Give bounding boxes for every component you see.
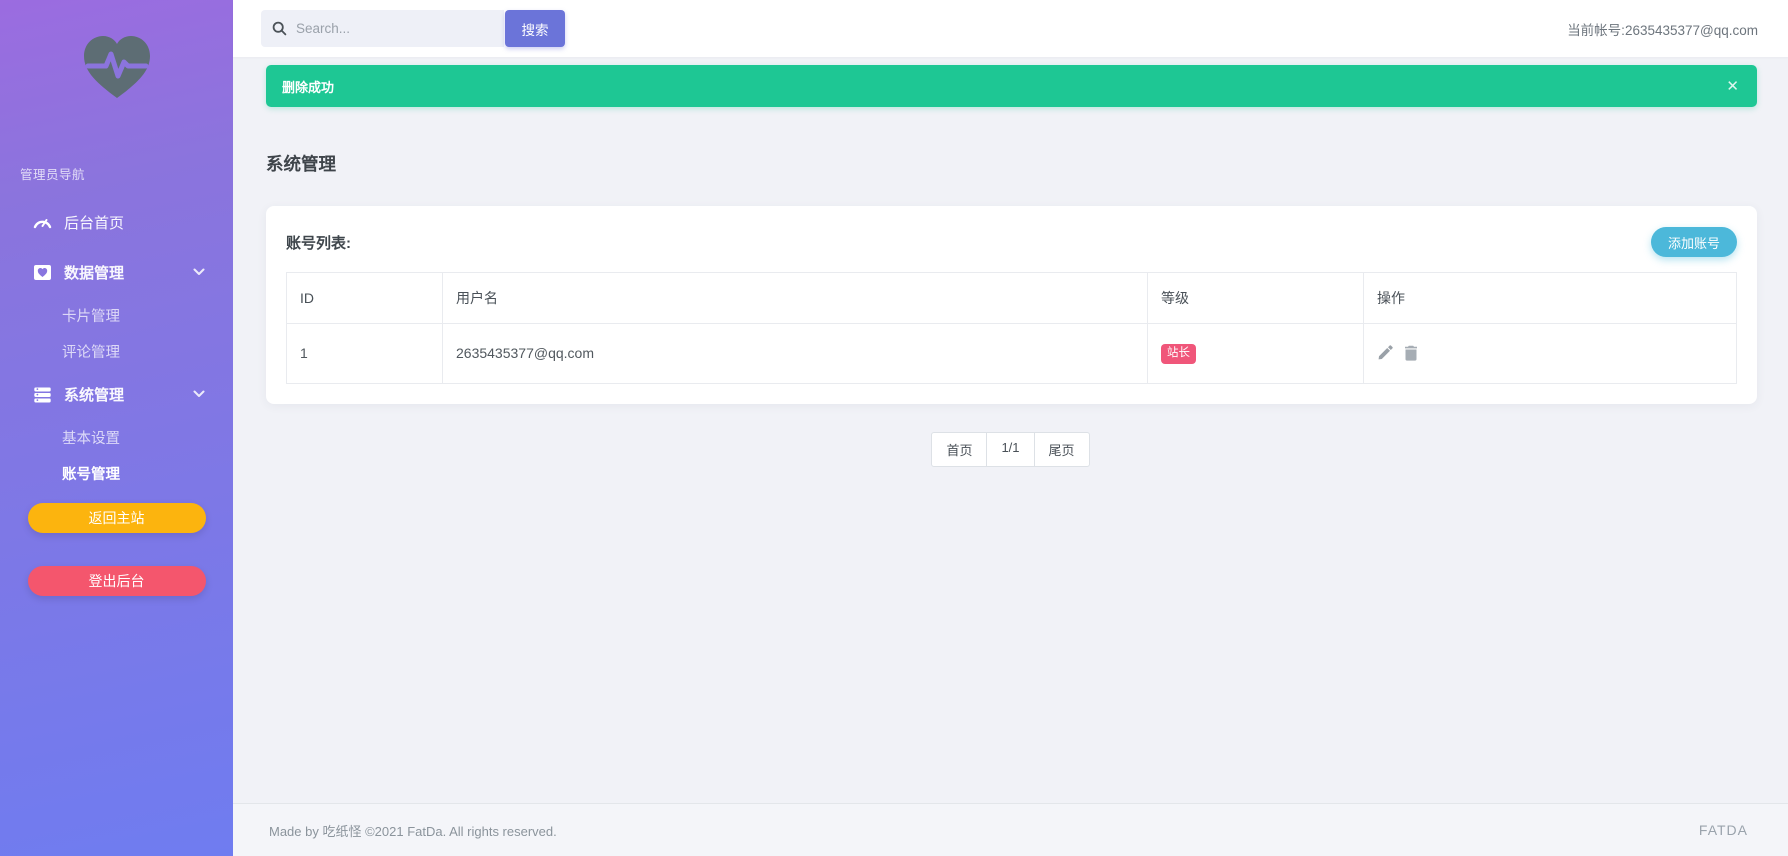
- cell-id: 1: [286, 323, 443, 384]
- edit-button[interactable]: [1377, 345, 1393, 361]
- cell-level: 站长: [1147, 323, 1364, 384]
- footer: Made by 吃纸怪 ©2021 FatDa. All rights rese…: [233, 803, 1788, 856]
- search-input[interactable]: [287, 21, 504, 36]
- chevron-down-icon: [193, 268, 205, 276]
- pencil-icon: [1377, 345, 1393, 361]
- add-account-button[interactable]: 添加账号: [1650, 227, 1737, 257]
- search-group: 搜索: [261, 10, 565, 47]
- current-account-label: 当前帐号:2635435377@qq.com: [1567, 22, 1758, 38]
- sidebar-item-accounts[interactable]: 账号管理: [0, 455, 233, 491]
- cell-username: 2635435377@qq.com: [442, 323, 1148, 384]
- main-area: 搜索 当前帐号:2635435377@qq.com 删除成功 ✕ 系统管理 账号…: [233, 0, 1788, 856]
- header-id: ID: [286, 272, 443, 324]
- header-level: 等级: [1147, 272, 1364, 324]
- account-list-card: 账号列表: 添加账号 ID 用户名 等级 操作: [266, 206, 1757, 404]
- alert-message: 删除成功: [282, 79, 335, 95]
- nav-section-label: 管理员导航: [20, 168, 86, 182]
- pagination-current: 1/1: [986, 431, 1035, 467]
- delete-button[interactable]: [1404, 345, 1418, 361]
- tachometer-icon: [33, 213, 52, 232]
- table-header-row: ID 用户名 等级 操作: [286, 272, 1737, 324]
- search-icon: [272, 21, 287, 36]
- footer-copyright: Made by 吃纸怪 ©2021 FatDa. All rights rese…: [269, 823, 557, 839]
- trash-icon: [1404, 345, 1418, 361]
- back-to-site-button[interactable]: 返回主站: [27, 503, 206, 533]
- pagination-first-button[interactable]: 首页: [931, 431, 988, 467]
- card-header: 账号列表: 添加账号: [286, 226, 1737, 258]
- chevron-down-icon: [193, 390, 205, 398]
- server-stack-icon: [33, 385, 52, 404]
- heartbeat-logo-icon: [78, 32, 156, 104]
- header-operations: 操作: [1363, 272, 1737, 324]
- sidebar-item-label: 卡片管理: [62, 308, 120, 325]
- sidebar-menu: 后台首页 数据管理 卡片管理 评论管理: [0, 197, 233, 491]
- pagination-last-button[interactable]: 尾页: [1033, 431, 1090, 467]
- footer-brand: FATDA: [1698, 822, 1748, 838]
- sidebar-item-label: 后台首页: [64, 214, 125, 232]
- sidebar-item-label: 数据管理: [64, 264, 125, 282]
- close-icon[interactable]: ✕: [1726, 77, 1739, 95]
- sidebar-item-comments[interactable]: 评论管理: [0, 333, 233, 369]
- header-username: 用户名: [442, 272, 1148, 324]
- table-row: 1 2635435377@qq.com 站长: [286, 323, 1737, 384]
- logout-button[interactable]: 登出后台: [27, 566, 206, 596]
- level-badge: 站长: [1161, 344, 1196, 364]
- success-alert: 删除成功 ✕: [266, 65, 1757, 107]
- sidebar-item-home[interactable]: 后台首页: [0, 197, 233, 247]
- accounts-table: ID 用户名 等级 操作 1 2635435377@qq.com 站长: [286, 272, 1737, 384]
- search-button[interactable]: 搜索: [505, 10, 565, 47]
- sidebar-item-label: 系统管理: [64, 386, 125, 404]
- pagination: 首页 1/1 尾页: [233, 431, 1788, 467]
- search-input-wrap: [261, 10, 504, 47]
- sidebar-item-system[interactable]: 系统管理: [0, 369, 233, 419]
- sidebar-item-cards[interactable]: 卡片管理: [0, 297, 233, 333]
- card-heart-icon: [33, 263, 52, 282]
- sidebar: 管理员导航 后台首页 数据管理: [0, 0, 233, 856]
- page-title: 系统管理: [266, 154, 336, 174]
- content: 删除成功 ✕ 系统管理 账号列表: 添加账号 ID 用户名: [233, 57, 1788, 856]
- sidebar-item-label: 账号管理: [62, 466, 120, 483]
- sidebar-item-label: 基本设置: [62, 430, 120, 447]
- sidebar-item-settings[interactable]: 基本设置: [0, 419, 233, 455]
- cell-operations: [1363, 323, 1737, 384]
- sidebar-item-data[interactable]: 数据管理: [0, 247, 233, 297]
- sidebar-item-label: 评论管理: [62, 344, 120, 361]
- topbar: 搜索 当前帐号:2635435377@qq.com: [233, 0, 1788, 57]
- account-list-label: 账号列表:: [286, 234, 351, 252]
